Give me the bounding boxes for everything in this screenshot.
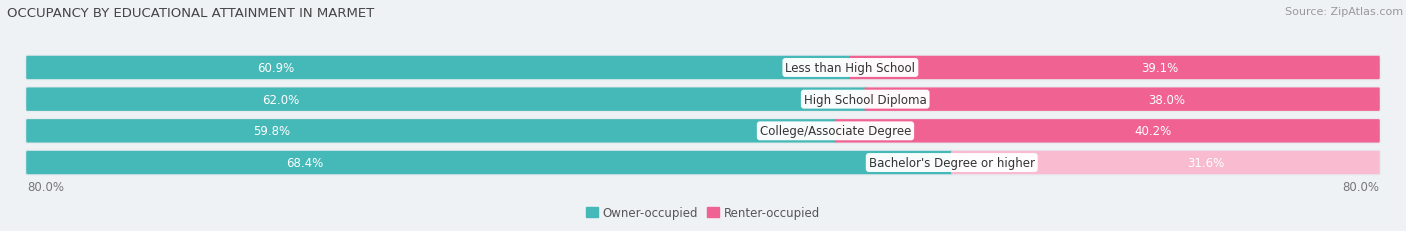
FancyBboxPatch shape [27,57,1379,80]
FancyBboxPatch shape [865,88,1379,111]
Text: 80.0%: 80.0% [1341,180,1379,193]
FancyBboxPatch shape [950,151,1379,174]
Text: 68.4%: 68.4% [285,156,323,169]
FancyBboxPatch shape [27,151,1379,174]
Text: High School Diploma: High School Diploma [804,93,927,106]
FancyBboxPatch shape [27,88,866,111]
FancyBboxPatch shape [27,120,1379,143]
Text: 80.0%: 80.0% [27,180,65,193]
Text: 59.8%: 59.8% [253,125,291,138]
Text: Source: ZipAtlas.com: Source: ZipAtlas.com [1285,7,1403,17]
Text: 31.6%: 31.6% [1187,156,1225,169]
Text: OCCUPANCY BY EDUCATIONAL ATTAINMENT IN MARMET: OCCUPANCY BY EDUCATIONAL ATTAINMENT IN M… [7,7,374,20]
FancyBboxPatch shape [27,57,851,80]
Text: Less than High School: Less than High School [786,62,915,75]
FancyBboxPatch shape [835,120,1379,143]
FancyBboxPatch shape [27,151,953,174]
FancyBboxPatch shape [27,88,1379,111]
Text: 40.2%: 40.2% [1135,125,1171,138]
Text: College/Associate Degree: College/Associate Degree [759,125,911,138]
Text: 62.0%: 62.0% [262,93,299,106]
Text: Bachelor's Degree or higher: Bachelor's Degree or higher [869,156,1035,169]
Text: 38.0%: 38.0% [1147,93,1185,106]
FancyBboxPatch shape [849,57,1379,80]
Text: 60.9%: 60.9% [257,62,295,75]
Legend: Owner-occupied, Renter-occupied: Owner-occupied, Renter-occupied [581,201,825,223]
FancyBboxPatch shape [27,120,837,143]
Text: 39.1%: 39.1% [1142,62,1178,75]
